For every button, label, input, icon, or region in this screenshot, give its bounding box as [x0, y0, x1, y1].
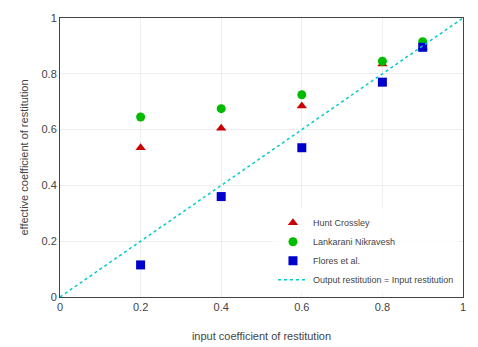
svg-text:effective coefficient of resti: effective coefficient of restitution [18, 79, 30, 235]
svg-text:0.4: 0.4 [214, 301, 229, 313]
svg-text:0.8: 0.8 [42, 68, 57, 80]
svg-text:Hunt Crossley: Hunt Crossley [313, 218, 370, 228]
svg-text:Flores et al.: Flores et al. [313, 256, 360, 266]
svg-text:0.8: 0.8 [375, 301, 390, 313]
svg-text:input coefficient of restituti: input coefficient of restitution [192, 330, 331, 342]
svg-text:1: 1 [460, 301, 466, 313]
svg-text:0: 0 [51, 291, 57, 303]
svg-text:0.2: 0.2 [133, 301, 148, 313]
svg-text:Lankarani Nikravesh: Lankarani Nikravesh [313, 237, 395, 247]
svg-text:0: 0 [57, 301, 63, 313]
svg-text:0.4: 0.4 [42, 179, 57, 191]
svg-text:0.6: 0.6 [294, 301, 309, 313]
svg-text:1: 1 [51, 12, 57, 24]
svg-text:0.6: 0.6 [42, 123, 57, 135]
svg-text:0.2: 0.2 [42, 235, 57, 247]
svg-text:Output restitution = Input res: Output restitution = Input restitution [313, 275, 453, 285]
